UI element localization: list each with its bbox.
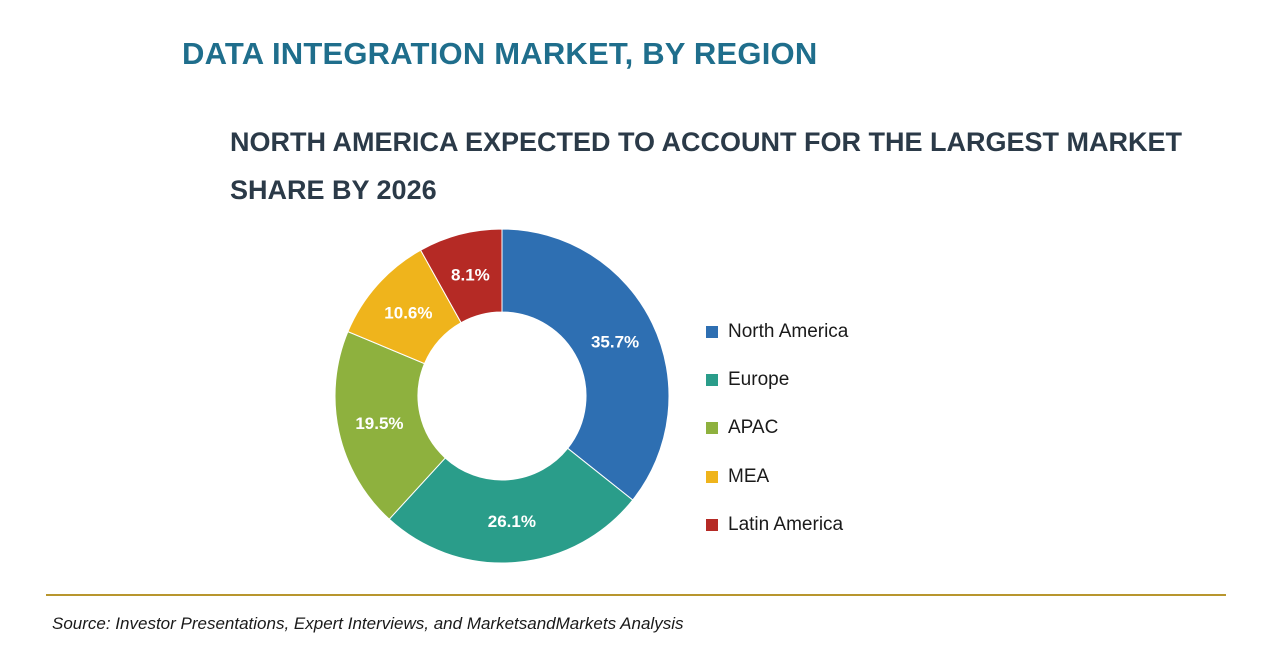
legend-label-latin-america: Latin America [728, 513, 844, 535]
legend-item-north-america: North America [706, 308, 848, 356]
slice-apac [334, 330, 446, 520]
chart-subtitle: NORTH AMERICA EXPECTED TO ACCOUNT FOR TH… [230, 127, 1183, 205]
data-label-north-america: 35.7% [591, 332, 639, 351]
slice-europe [388, 447, 634, 564]
data-label-mea: 10.6% [384, 303, 432, 322]
slice-latin-america [419, 228, 503, 324]
legend-label-apac: APAC [728, 417, 779, 439]
legend-label-europe: Europe [728, 369, 790, 391]
legend-label-north-america: North America [728, 321, 849, 343]
source-note: Source: Investor Presentations, Expert I… [52, 614, 684, 633]
legend-item-apac: APAC [706, 404, 848, 452]
legend-item-europe: Europe [706, 356, 848, 404]
legend-item-latin-america: Latin America [706, 501, 848, 549]
chart-title: DATA INTEGRATION MARKET, BY REGION [182, 36, 818, 71]
legend-swatch-apac [706, 422, 718, 435]
slice-north-america [501, 228, 670, 501]
legend-swatch-mea [706, 470, 718, 483]
chart-legend: North America Europe APAC MEA Latin America [706, 308, 848, 549]
legend-label-mea: MEA [728, 465, 770, 487]
footer-divider [46, 594, 1226, 596]
data-label-europe: 26.1% [488, 512, 536, 531]
legend-swatch-latin-america [706, 518, 718, 531]
legend-swatch-europe [706, 374, 718, 387]
legend-item-mea: MEA [706, 453, 848, 501]
data-label-latin-america: 8.1% [451, 266, 490, 285]
legend-swatch-north-america [706, 326, 718, 339]
data-label-apac: 19.5% [355, 414, 403, 433]
